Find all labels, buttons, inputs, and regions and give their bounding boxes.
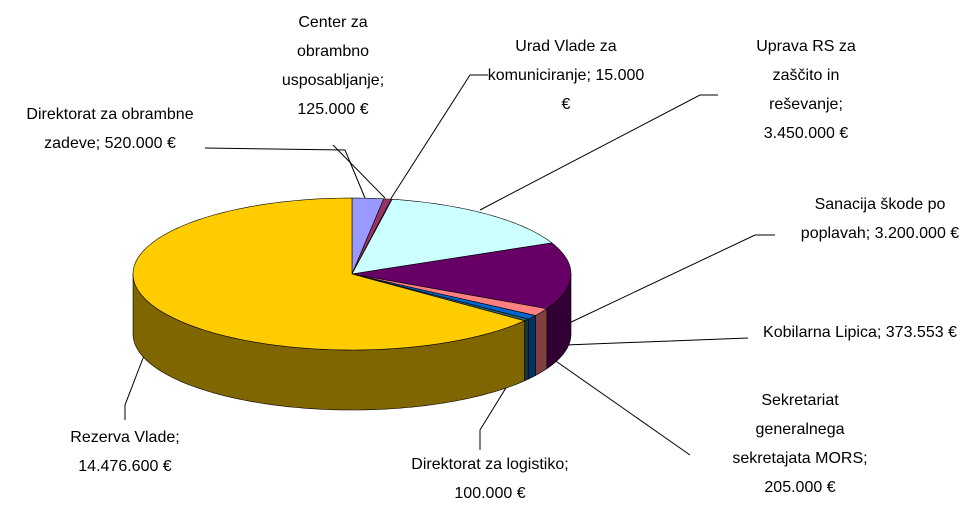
category-name: Uprava RS za zaščito in reševanje (756, 38, 856, 113)
value-label: 520.000 € (104, 135, 176, 152)
data-label: Direktorat za obrambne zadeve 520.000 € (23, 100, 198, 158)
value-label: 3.450.000 € (763, 125, 849, 142)
leader-line (204, 147, 366, 199)
category-name: Direktorat za logistiko (411, 456, 568, 473)
leader-line (564, 234, 775, 326)
data-label: Sekretariat generalnega sekretajata MORS… (718, 386, 883, 502)
value-label: 100.000 € (454, 485, 526, 502)
value-label: 15.000 € (561, 67, 645, 113)
leader-lines (124, 74, 775, 456)
slice-side (527, 315, 536, 380)
leader-line (539, 337, 749, 347)
category-name: Rezerva Vlade (70, 429, 179, 446)
leader-line (479, 94, 718, 211)
value-label: 205.000 € (764, 479, 836, 496)
slice (351, 198, 553, 275)
data-label: Sanacija škode po poplavah 3.200.000 € (790, 190, 970, 248)
slice (132, 197, 526, 351)
value-label: 14.476.600 € (78, 458, 172, 475)
data-label: Kobilarna Lipica 373.553 € (760, 318, 960, 347)
category-name: Center za obrambno usposabljanje (282, 14, 384, 89)
data-label: Center za obrambno usposabljanje 125.000… (273, 8, 393, 124)
leader-line (124, 339, 151, 420)
category-name: Sekretariat generalnega sekretajata MORS (732, 392, 867, 467)
slice-side (524, 318, 529, 382)
data-label: Urad Vlade za komuniciranje 15.000 € (486, 32, 646, 119)
value-label: 125.000 € (297, 101, 369, 118)
value-label: 3.200.000 € (874, 225, 960, 242)
data-label: Uprava RS za zaščito in reševanje 3.450.… (744, 32, 869, 148)
slice (351, 242, 572, 309)
data-label: Rezerva Vlade 14.476.600 € (40, 423, 210, 481)
slice-side (535, 308, 548, 377)
leader-line (389, 74, 488, 201)
leader-line (539, 349, 691, 456)
value-label: 373.553 € (885, 324, 957, 341)
category-name: Kobilarna Lipica (763, 324, 881, 341)
leader-line (332, 144, 386, 199)
data-label: Direktorat za logistiko 100.000 € (403, 450, 578, 508)
